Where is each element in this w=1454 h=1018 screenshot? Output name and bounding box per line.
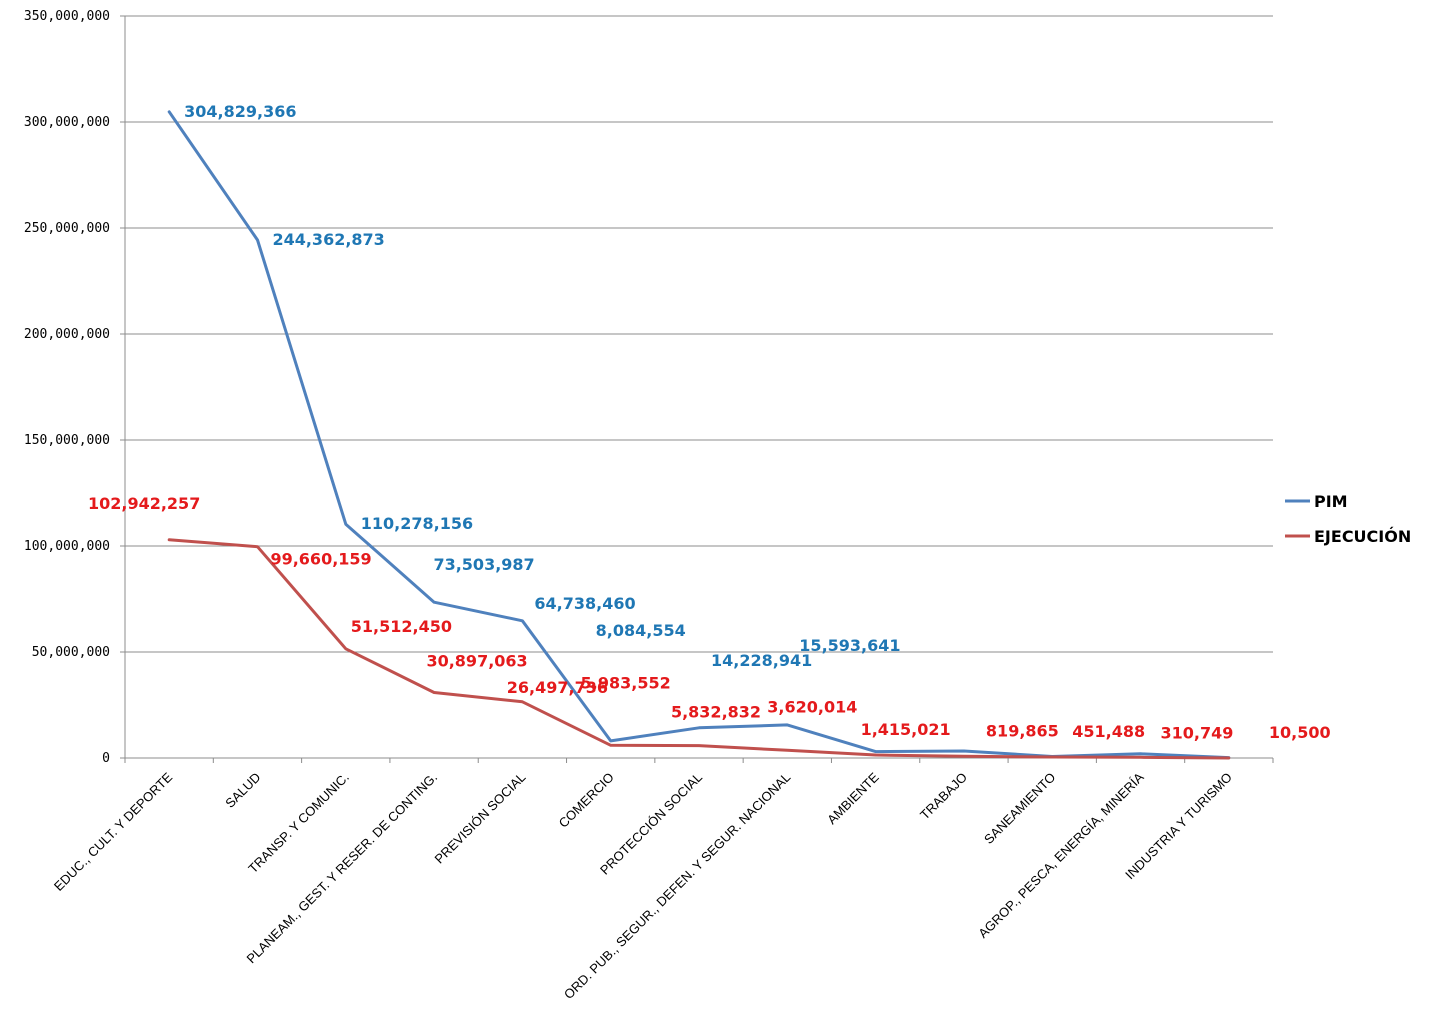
data-label-pim: 14,228,941	[711, 651, 812, 670]
x-tick-label: TRANSP. Y COMUNIC.	[245, 770, 352, 877]
y-tick-label: 50,000,000	[32, 645, 110, 660]
axis-layer: 0 50,000,000 100,000,000 150,000,000 200,000…	[24, 9, 1274, 1002]
data-label-ejecucion: 10,500	[1269, 723, 1331, 742]
x-tick-label: SANEAMIENTO	[981, 770, 1058, 847]
y-tick-label: 0	[102, 751, 110, 766]
data-label-ejecucion: 30,897,063	[426, 651, 527, 670]
y-tick-label: 100,000,000	[24, 539, 110, 554]
data-label-ejecucion: 3,620,014	[767, 697, 857, 716]
data-label-ejecucion: 1,415,021	[861, 720, 951, 739]
x-tick-label: TRABAJO	[917, 770, 970, 823]
series-layer	[167, 110, 1231, 760]
data-label-pim: 8,084,554	[596, 621, 686, 640]
y-tick-label: 250,000,000	[24, 221, 110, 236]
x-tick-label: COMERCIO	[556, 770, 617, 831]
data-label-ejecucion: 451,488	[1072, 722, 1145, 741]
y-tick-label: 300,000,000	[24, 115, 110, 130]
y-tick-label: 150,000,000	[24, 433, 110, 448]
data-label-ejecucion: 51,512,450	[351, 617, 452, 636]
grid-layer	[125, 15, 1273, 653]
data-label-ejecucion: 819,865	[986, 721, 1059, 740]
y-tick-label: 350,000,000	[24, 9, 110, 24]
data-label-ejecucion: 99,660,159	[270, 550, 371, 569]
data-label-pim: 73,503,987	[433, 555, 534, 574]
data-label-pim: 15,593,641	[799, 636, 900, 655]
data-label-layer: 304,829,366 244,362,873 110,278,156 73,503,…	[88, 102, 1331, 743]
x-tick-label: PROTECCIÓN SOCIAL	[597, 770, 705, 878]
x-tick-label: PLANEAM., GEST. Y RESER. DE CONTING.	[243, 770, 440, 967]
legend-label: EJECUCIÓN	[1314, 527, 1411, 546]
data-label-pim: 304,829,366	[184, 102, 296, 121]
legend-label: PIM	[1314, 492, 1348, 511]
data-label-ejecucion: 5,832,832	[671, 703, 761, 722]
data-label-pim: 110,278,156	[361, 514, 473, 533]
x-tick-label: SALUD	[222, 770, 263, 811]
x-tick-label: EDUC., CULT. Y DEPORTE	[51, 769, 176, 894]
x-tick-label: AMBIENTE	[824, 769, 882, 827]
data-label-pim: 244,362,873	[272, 230, 384, 249]
data-label-ejecucion: 26,497,736	[507, 678, 608, 697]
data-label-ejecucion: 5,983,552	[581, 673, 671, 692]
data-label-ejecucion: 310,749	[1161, 723, 1234, 742]
series-line-pim	[167, 110, 1231, 760]
data-label-pim: 64,738,460	[534, 594, 635, 613]
y-tick-label: 200,000,000	[24, 327, 110, 342]
legend: PIM EJECUCIÓN	[1285, 492, 1411, 546]
series-line-ejecucion	[167, 538, 1231, 760]
x-tick-label: PREVISIÓN SOCIAL	[432, 770, 529, 867]
data-label-ejecucion: 102,942,257	[88, 494, 200, 513]
x-tick-label: AGROP., PESCA, ENERGÍA, MINERÍA	[975, 769, 1147, 941]
